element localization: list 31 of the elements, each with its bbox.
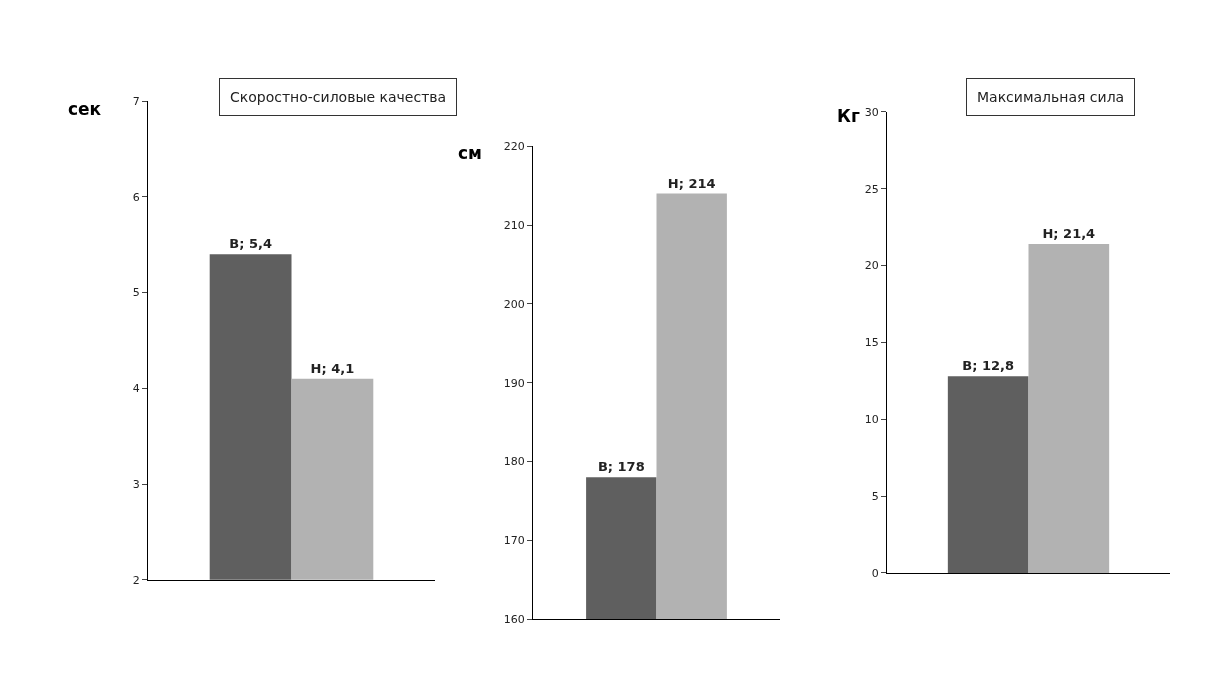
y-tick-label: 2 xyxy=(132,573,140,587)
text: В; 178 xyxy=(597,459,645,475)
y-tick-label: 7 xyxy=(132,94,140,108)
text: В; 12,8 xyxy=(962,358,1015,374)
chart-title: Скоростно-силовые качества xyxy=(230,89,447,105)
y-tick-label: 6 xyxy=(132,190,140,204)
text: Н; 4,1 xyxy=(310,360,355,376)
y-tick-label: 220 xyxy=(503,140,525,154)
y-tick-label: 180 xyxy=(503,455,525,469)
y-tick-label: 20 xyxy=(864,259,879,273)
y-tick-label: 210 xyxy=(503,218,525,232)
text: Н; 214 xyxy=(667,175,716,191)
y-tick-label: 3 xyxy=(132,477,140,491)
y-tick-label: 190 xyxy=(503,376,525,390)
chart-title: Максимальная сила xyxy=(977,89,1125,105)
y-tick-label: 200 xyxy=(503,297,525,311)
y-axis-title: сек xyxy=(68,99,102,119)
y-tick-label: 160 xyxy=(503,612,525,626)
y-tick-label: 15 xyxy=(864,336,879,350)
text: Н; 21,4 xyxy=(1042,226,1096,242)
y-tick-label: 25 xyxy=(864,182,879,196)
y-tick-label: 10 xyxy=(864,413,879,427)
y-tick-label: 0 xyxy=(871,566,879,580)
y-tick-label: 4 xyxy=(132,382,140,396)
y-axis-title: Кг xyxy=(837,106,860,126)
y-tick-label: 30 xyxy=(864,105,879,119)
y-axis-title: см xyxy=(458,143,482,163)
text: В; 5,4 xyxy=(229,236,272,252)
y-tick-label: 5 xyxy=(871,489,879,503)
y-tick-label: 170 xyxy=(503,534,525,548)
y-tick-label: 5 xyxy=(132,286,140,300)
